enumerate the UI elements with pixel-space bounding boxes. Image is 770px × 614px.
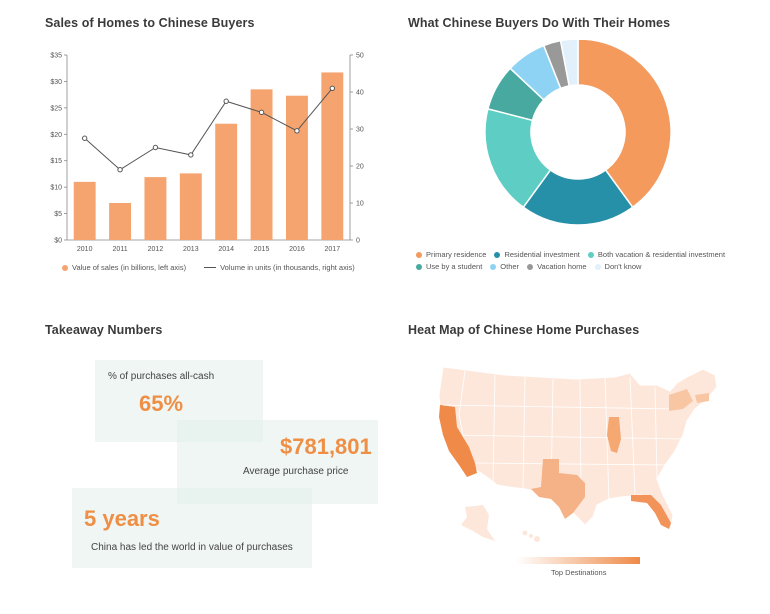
- volume-point-2015: [258, 109, 265, 116]
- left-tick-label: $25: [50, 105, 62, 112]
- donut-legend-item: Use by a student: [416, 262, 482, 271]
- volume-point-2013: [188, 152, 194, 158]
- donut-legend-label: Vacation home: [537, 262, 587, 271]
- state-massachusetts: [695, 393, 709, 403]
- state-florida: [631, 495, 671, 529]
- donut-legend-swatch: [494, 251, 501, 258]
- donut-legend-label: Residential investment: [504, 250, 580, 259]
- volume-line: [84, 87, 333, 171]
- right-tick-label: 0: [356, 238, 360, 245]
- bar-2013: [179, 173, 202, 240]
- left-tick-label: $15: [50, 158, 62, 165]
- legend-swatch-bar: [62, 264, 68, 271]
- volume-point-2014: [223, 98, 229, 104]
- right-tick-label: 50: [356, 53, 364, 60]
- donut-legend-swatch: [594, 263, 601, 270]
- donut-legend: Primary residence Residential investment B…: [416, 250, 756, 274]
- x-tick-label: 2011: [113, 246, 128, 253]
- cash-value: 65%: [139, 391, 184, 416]
- x-tick-label: 2013: [183, 246, 199, 253]
- state-alaska: [461, 505, 495, 541]
- donut-slice-don-t-know: [559, 40, 579, 87]
- donut-legend-swatch: [416, 251, 422, 258]
- donut-legend-label: Other: [500, 262, 520, 271]
- state-california: [439, 405, 477, 477]
- years-value: 5 years: [84, 506, 160, 531]
- years-label: China has led the world in value of purc…: [91, 542, 293, 553]
- legend-swatch-line: [204, 267, 217, 268]
- map-legend-label: Top Destinations: [551, 568, 607, 577]
- bar-2017: [321, 72, 344, 240]
- legend-item-volume: Volume in units (in thousands, right axi…: [204, 263, 355, 272]
- donut-legend-label: Primary residence: [426, 250, 487, 259]
- legend-item-value: Value of sales (in billions, left axis): [62, 263, 186, 272]
- volume-point-2012: [152, 144, 159, 151]
- price-label: Average purchase price: [243, 466, 349, 477]
- bar-chart-legend: Value of sales (in billions, left axis) …: [62, 263, 363, 275]
- left-tick-label: $35: [50, 53, 62, 60]
- x-tick-label: 2014: [218, 246, 234, 253]
- bar-2016: [285, 95, 308, 240]
- donut-chart-title: What Chinese Buyers Do With Their Homes: [408, 16, 671, 30]
- right-tick-label: 30: [356, 127, 364, 134]
- donut-chart: [484, 40, 672, 226]
- x-tick-label: 2010: [77, 246, 93, 253]
- left-tick-label: $0: [54, 238, 62, 245]
- map-gradient-legend: [516, 557, 640, 564]
- bar-2012: [144, 177, 167, 240]
- map-title: Heat Map of Chinese Home Purchases: [408, 323, 640, 337]
- price-value: $781,801: [280, 434, 372, 459]
- bar-2014: [215, 123, 238, 240]
- donut-legend-label: Both vacation & residential investment: [597, 250, 726, 259]
- right-tick-label: 10: [356, 201, 364, 208]
- bar-2015: [250, 89, 273, 240]
- donut-slice-primary-residence: [577, 40, 672, 209]
- donut-legend-swatch: [527, 263, 534, 270]
- volume-point-2011: [117, 167, 123, 173]
- takeaway-title: Takeaway Numbers: [45, 323, 163, 337]
- sales-combo-chart: $0 $5 $10 $15 $20 $25 $30 $35 0 10 20 30 40 50 2010 201…: [50, 53, 364, 254]
- bar-2011: [109, 203, 132, 240]
- us-heat-map: [438, 366, 718, 542]
- donut-legend-label: Use by a student: [426, 262, 483, 271]
- donut-legend-label: Don't know: [604, 262, 642, 271]
- x-tick-label: 2016: [289, 246, 305, 253]
- left-tick-label: $10: [50, 185, 62, 192]
- donut-legend-item: Primary residence: [416, 250, 486, 259]
- x-tick-label: 2012: [148, 246, 164, 253]
- donut-legend-item: Residential investment: [494, 250, 580, 259]
- donut-legend-item: Both vacation & residential investment: [587, 250, 726, 259]
- state-texas: [531, 459, 585, 519]
- state-new-york: [669, 389, 693, 411]
- left-tick-label: $30: [50, 79, 62, 86]
- legend-label-volume: Volume in units (in thousands, right axi…: [220, 263, 355, 272]
- state-illinois: [607, 417, 621, 453]
- bar-2010: [73, 181, 96, 240]
- donut-legend-swatch: [490, 263, 497, 270]
- donut-legend-swatch: [416, 263, 422, 270]
- x-tick-label: 2015: [254, 246, 270, 253]
- right-tick-label: 40: [356, 90, 364, 97]
- volume-point-2010: [81, 135, 88, 141]
- right-tick-label: 20: [356, 164, 364, 171]
- cash-label: % of purchases all-cash: [108, 371, 215, 382]
- volume-point-2017: [329, 85, 336, 91]
- x-tick-label: 2017: [325, 246, 341, 253]
- donut-legend-item: Vacation home: [527, 262, 587, 271]
- left-tick-label: $20: [50, 132, 62, 139]
- donut-legend-swatch: [587, 251, 594, 258]
- legend-label-value: Value of sales (in billions, left axis): [72, 263, 187, 272]
- bar-chart-title: Sales of Homes to Chinese Buyers: [45, 16, 255, 30]
- takeaway-box-years: [72, 488, 312, 568]
- state-hawaii: [522, 530, 540, 542]
- state-borders: [442, 370, 686, 502]
- donut-legend-item: Other: [490, 262, 519, 271]
- volume-point-2016: [294, 128, 300, 134]
- left-tick-label: $5: [54, 211, 62, 218]
- donut-legend-item: Don't know: [594, 262, 642, 271]
